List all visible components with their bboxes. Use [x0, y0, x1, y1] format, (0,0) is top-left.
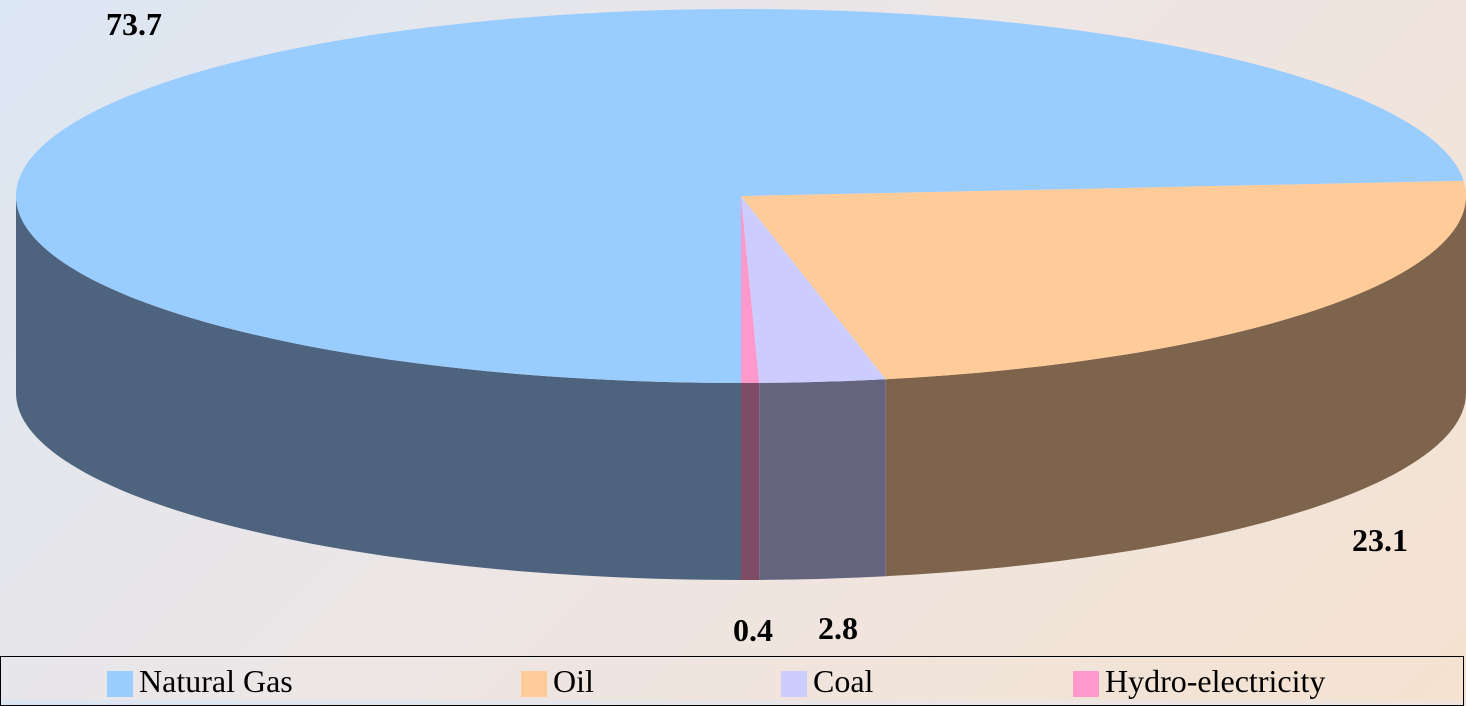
pie-side-oil [885, 196, 1466, 577]
pie-side-natural-gas [16, 196, 741, 580]
legend-swatch-oil [521, 671, 547, 697]
pie-side-hydro-electricity [741, 382, 760, 580]
data-label-oil: 23.1 [1352, 522, 1408, 558]
data-label-natural-gas: 73.7 [106, 6, 162, 42]
data-label-coal: 2.8 [818, 610, 858, 646]
legend-item-hydro: Hydro-electricity [1073, 659, 1325, 703]
pie-slice-hydro-electricity [741, 196, 760, 383]
legend-swatch-coal [781, 671, 807, 697]
legend-item-oil: Oil [521, 659, 594, 703]
data-label-hydro: 0.4 [733, 612, 773, 648]
legend-label-coal: Coal [813, 663, 874, 699]
pie-slice-natural-gas [15, 9, 1464, 383]
legend-swatch-natural-gas [107, 671, 133, 697]
legend-label-natural-gas: Natural Gas [139, 663, 293, 699]
legend-item-coal: Coal [781, 659, 873, 703]
legend-label-oil: Oil [553, 663, 594, 699]
legend-swatch-hydro [1073, 671, 1099, 697]
pie-slice-oil [741, 180, 1466, 380]
pie-slice-coal [741, 196, 886, 383]
legend-item-natural-gas: Natural Gas [107, 659, 293, 703]
chart-legend: Natural Gas Oil Coal Hydro-electricity [0, 656, 1464, 706]
pie-side-coal [759, 379, 886, 580]
legend-label-hydro: Hydro-electricity [1105, 663, 1326, 699]
